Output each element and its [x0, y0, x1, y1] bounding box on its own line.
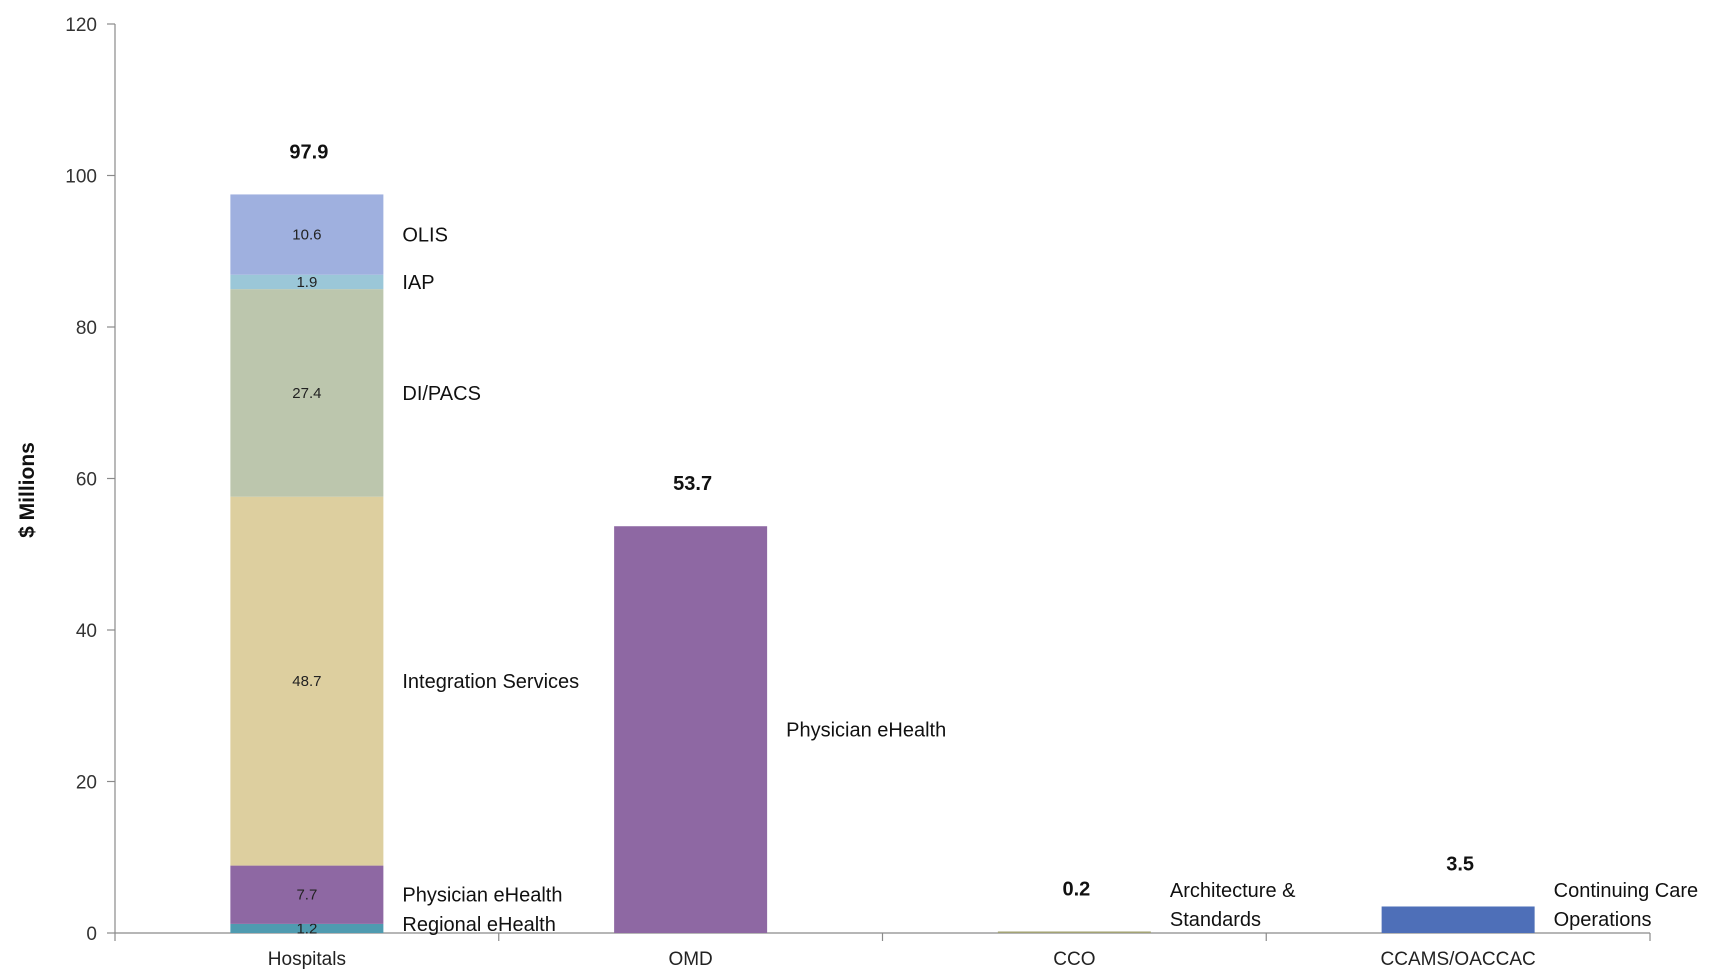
segment-value-label: 48.7	[292, 673, 321, 690]
y-tick-label: 60	[76, 470, 97, 491]
bar-segment	[614, 526, 768, 933]
y-tick-label: 80	[76, 318, 97, 339]
segment-annotation: Physician eHealth	[786, 720, 946, 742]
segment-annotation: Regional eHealth	[402, 914, 555, 936]
bar-segment	[230, 289, 384, 497]
segment-value-label: 7.7	[296, 887, 317, 904]
segment-annotation: Standards	[1170, 909, 1261, 931]
bar-hospitals: 1.2 Regional eHealth 7.7 Physician eHealth 4…	[230, 141, 579, 937]
y-axis-title: $ Millions	[16, 442, 39, 538]
y-axis: 0 20 40 60 80 100 120	[65, 15, 116, 945]
bar-total-label: 0.2	[1062, 878, 1090, 900]
bar-segment	[230, 194, 384, 275]
segment-value-label: 10.6	[292, 227, 321, 244]
segment-annotation: Continuing Care	[1554, 880, 1699, 902]
segment-value-label: 1.2	[296, 920, 317, 937]
bar-total-label: 97.9	[289, 141, 328, 163]
bar-omd: Physician eHealth 53.7	[614, 473, 946, 933]
segment-annotation: DI/PACS	[402, 383, 481, 405]
y-tick-label: 100	[65, 167, 97, 188]
bars: 1.2 Regional eHealth 7.7 Physician eHealth 4…	[230, 141, 1698, 937]
y-tick-label: 120	[65, 15, 97, 36]
bar-segment	[1381, 906, 1535, 933]
y-tick-label: 20	[76, 773, 97, 794]
segment-annotation: Operations	[1554, 909, 1652, 931]
y-tick-label: 40	[76, 621, 97, 642]
segment-annotation: IAP	[402, 272, 434, 294]
bar-total-label: 3.5	[1446, 853, 1474, 875]
bar-segment	[230, 274, 384, 290]
segment-annotation: OLIS	[402, 225, 448, 247]
bar-ccams-oaccac: Continuing Care Operations 3.5	[1381, 853, 1699, 933]
x-tick-label: CCO	[1053, 949, 1095, 970]
x-tick-label: Hospitals	[268, 949, 346, 970]
bar-segment	[997, 931, 1151, 933]
bar-cco: Architecture & Standards 0.2	[997, 878, 1296, 933]
bar-segment	[230, 865, 384, 924]
bar-segment	[230, 496, 384, 866]
bar-segment	[230, 923, 384, 933]
segment-annotation: Architecture &	[1170, 880, 1296, 902]
segment-value-label: 27.4	[292, 385, 321, 402]
segment-annotation: Physician eHealth	[402, 885, 562, 907]
y-tick-label: 0	[86, 924, 97, 945]
x-tick-label: OMD	[668, 949, 712, 970]
x-axis: Hospitals OMD CCO CCAMS/OACCAC	[114, 932, 1651, 970]
x-tick-label: CCAMS/OACCAC	[1381, 949, 1536, 970]
bar-total-label: 53.7	[673, 473, 712, 495]
segment-annotation: Integration Services	[402, 671, 579, 693]
segment-value-label: 1.9	[296, 274, 317, 291]
